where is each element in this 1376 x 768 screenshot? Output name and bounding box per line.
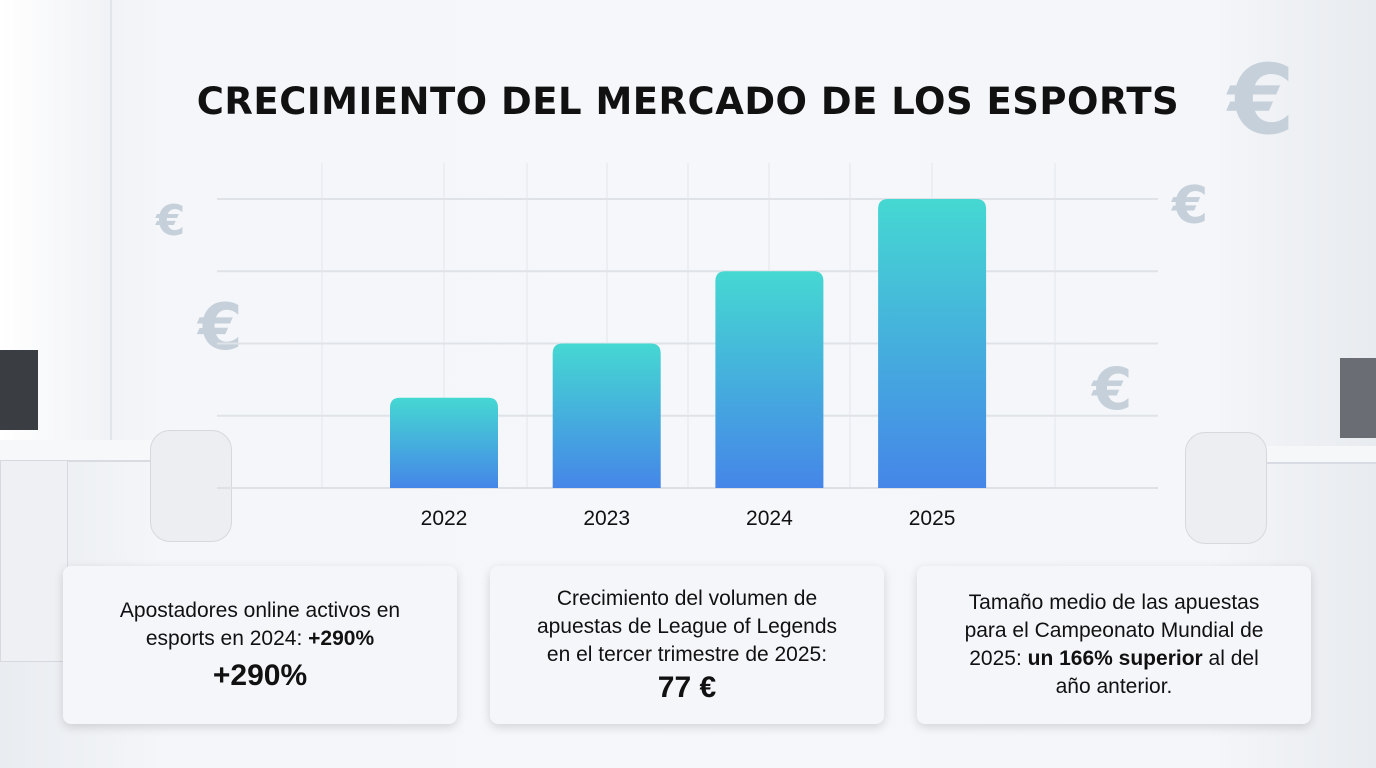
x-tick-label: 2024 bbox=[746, 507, 793, 530]
card-text: en el tercer trimestre de 2025: bbox=[546, 643, 828, 666]
euro-icon: € bbox=[1172, 176, 1209, 236]
chair-left bbox=[150, 430, 232, 542]
stat-card-bet-size: Tamaño medio de las apuestas para el Cam… bbox=[917, 566, 1311, 724]
bar-2022 bbox=[390, 397, 498, 488]
chart-title: CRECIMIENTO DEL MERCADO DE LOS ESPORTS bbox=[196, 80, 1180, 123]
card-text: año anterior. bbox=[1055, 675, 1173, 698]
chair-right bbox=[1185, 432, 1267, 544]
x-tick-label: 2025 bbox=[909, 507, 956, 530]
monitor-left bbox=[0, 350, 38, 430]
stat-card-bettors: Apostadores online activos en esports en… bbox=[63, 566, 457, 724]
euro-icon: € bbox=[156, 196, 186, 245]
bar-2023 bbox=[552, 343, 661, 488]
card-big-value: 77 € bbox=[657, 671, 717, 704]
card-text: Crecimiento del volumen de bbox=[556, 587, 818, 610]
card-text: para el Campeonato Mundial de bbox=[964, 619, 1264, 642]
euro-icon: € bbox=[1228, 44, 1295, 156]
card-text: 2025: bbox=[969, 647, 1028, 670]
monitor-right bbox=[1340, 358, 1376, 438]
stat-card-lol-volume: Crecimiento del volumen de apuestas de L… bbox=[490, 566, 884, 724]
euro-icon: € bbox=[1092, 355, 1133, 423]
card-text: Apostadores online activos en bbox=[119, 599, 401, 622]
bar-2025 bbox=[878, 199, 987, 488]
card-highlight: +290% bbox=[308, 627, 375, 650]
bar-2024 bbox=[715, 271, 824, 488]
card-text: apuestas de League of Legends bbox=[536, 615, 838, 638]
card-highlight: un 166% superior bbox=[1027, 647, 1203, 670]
card-big-value: +290% bbox=[212, 659, 308, 692]
euro-icon: € bbox=[198, 291, 243, 365]
card-text: Tamaño medio de las apuestas bbox=[968, 591, 1260, 614]
x-tick-label: 2023 bbox=[583, 507, 630, 530]
card-text: esports en 2024: bbox=[145, 627, 309, 650]
x-tick-label: 2022 bbox=[421, 507, 468, 530]
card-text: al del bbox=[1202, 647, 1259, 670]
cabinet-left bbox=[0, 460, 68, 662]
